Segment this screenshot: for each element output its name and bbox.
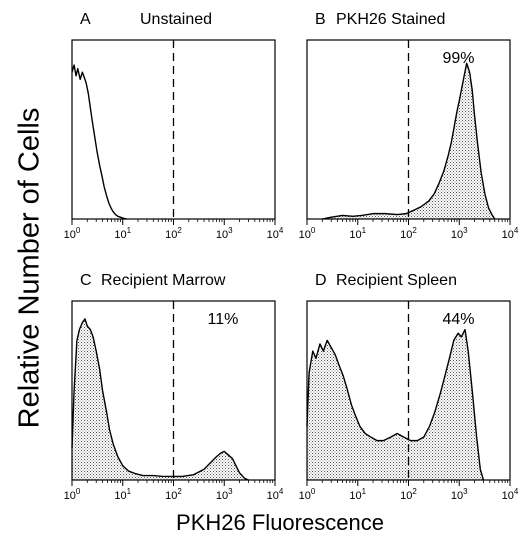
panel-letter-c: C: [80, 272, 92, 289]
histogram-line-b: [322, 62, 496, 220]
tick-label-a: 104: [267, 226, 284, 241]
histogram-fill-b: [322, 63, 495, 219]
x-axis-label: PKH26 Fluorescence: [176, 510, 384, 535]
tick-label-a: 100: [64, 226, 81, 241]
histogram-line-a: [71, 64, 127, 220]
panel-letter-b: B: [315, 11, 326, 28]
tick-label-d: 102: [400, 487, 417, 502]
tick-label-c: 104: [267, 487, 284, 502]
tick-label-d: 100: [299, 487, 316, 502]
y-axis-label-container: Relative Number of Cells: [0, 0, 60, 549]
histogram-line-d: [306, 328, 485, 481]
tick-label-c: 100: [64, 487, 81, 502]
panel-title-d: Recipient Spleen: [336, 272, 457, 289]
panel-b: 100 101 102 103 104 B PKH26 Stained 99%: [299, 11, 519, 241]
histogram-line-c: [71, 318, 249, 481]
tick-label-a: 102: [165, 226, 182, 241]
tick-label-b: 100: [299, 226, 316, 241]
histogram-fill-d: [307, 329, 484, 480]
tick-label-c: 103: [216, 487, 233, 502]
panel-d: 100 101 102 103 104 D Recipient Spleen 44%: [299, 272, 519, 502]
tick-label-d: 101: [349, 487, 366, 502]
tick-label-b: 104: [502, 226, 519, 241]
panel-title-c: Recipient Marrow: [101, 272, 226, 289]
panel-c: 100 101 102 103 104 C Recipient Marrow 11%: [64, 272, 284, 502]
panel-title-a: Unstained: [140, 11, 212, 28]
y-axis-label: Relative Number of Cells: [13, 107, 46, 429]
panel-letter-d: D: [315, 272, 327, 289]
tick-label-b: 101: [349, 226, 366, 241]
tick-label-a: 101: [114, 226, 131, 241]
tick-label-d: 104: [502, 487, 519, 502]
panel-title-b: PKH26 Stained: [336, 11, 445, 28]
tick-label-b: 103: [451, 226, 468, 241]
gate-percent-c: 11%: [208, 311, 239, 328]
panel-letter-a: A: [80, 11, 91, 28]
tick-label-a: 103: [216, 226, 233, 241]
histogram-fill-c: [72, 318, 249, 480]
gate-percent-b: 99%: [443, 50, 475, 67]
gate-percent-d: 44%: [443, 311, 475, 328]
tick-label-b: 102: [400, 226, 417, 241]
tick-label-d: 103: [451, 487, 468, 502]
panel-a: 100 101 102 103 104 A Unstained: [64, 11, 284, 241]
tick-label-c: 102: [165, 487, 182, 502]
tick-label-c: 101: [114, 487, 131, 502]
